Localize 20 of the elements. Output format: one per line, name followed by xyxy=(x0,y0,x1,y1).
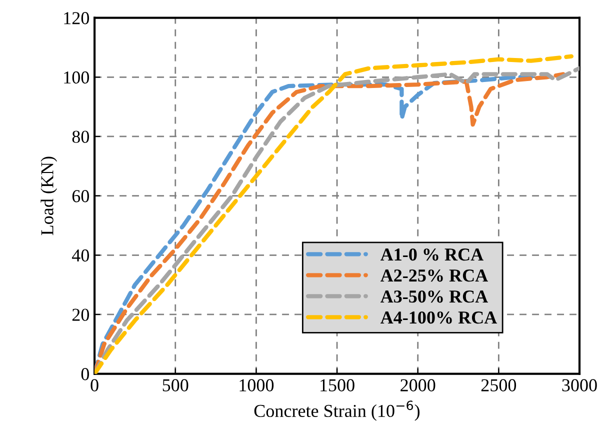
y-tick-label: 20 xyxy=(72,308,89,321)
x-tick-label: 500 xyxy=(162,379,188,392)
legend-label: A4-100% RCA xyxy=(380,311,498,324)
legend-label: A3-50% RCA xyxy=(380,290,488,303)
legend-label: A2-25% RCA xyxy=(380,269,488,282)
y-tick-label: 0 xyxy=(81,368,89,380)
y-tick-label: 80 xyxy=(72,130,89,143)
y-tick-label: 120 xyxy=(64,12,89,24)
x-tick-label: 3000 xyxy=(562,379,597,392)
x-tick-label: 2500 xyxy=(481,379,516,392)
legend-label: A1-0 % RCA xyxy=(380,248,484,261)
x-tick-label: 1000 xyxy=(240,379,274,392)
x-axis-title: Concrete Strain (10$^{−6}$) xyxy=(254,400,420,421)
x-tick-label: 0 xyxy=(90,379,98,392)
y-tick-label: 100 xyxy=(64,71,89,84)
y-tick-label: 40 xyxy=(72,249,89,262)
x-tick-label: 2000 xyxy=(400,379,436,392)
x-tick-label: 1500 xyxy=(320,379,354,392)
y-tick-label: 60 xyxy=(72,190,89,202)
y-axis-title: Load (KN) xyxy=(40,156,58,236)
